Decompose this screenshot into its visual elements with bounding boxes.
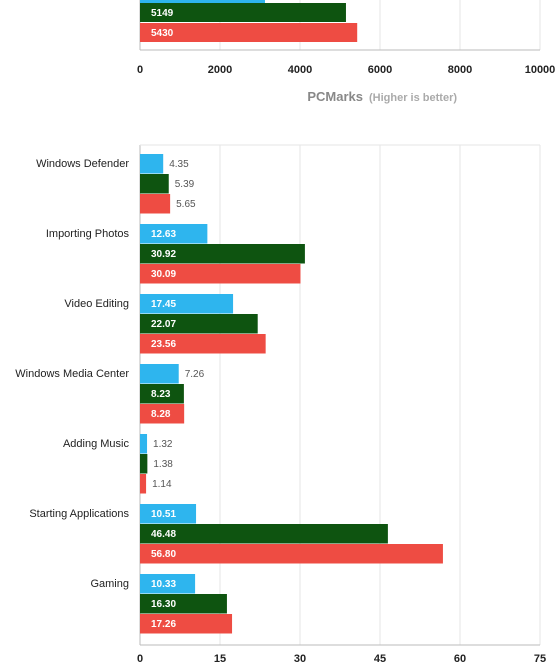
pcmarks-axis-note: (Higher is better) [369,92,457,104]
category-label: Importing Photos [46,228,130,240]
bar-value-label: 12.63 [151,229,176,240]
x-tick-label: 30 [294,653,306,663]
bar [140,334,266,354]
bar-value-label: 8.23 [151,389,171,400]
bar-value-label: 10.33 [151,579,176,590]
x-tick-label: 0 [137,64,143,76]
bar-value-label: 1.14 [152,479,172,490]
x-tick-label: 8000 [448,64,472,76]
bar [140,614,233,634]
bar-value-label: 8.28 [151,409,171,420]
bar-value-label: 5430 [151,28,174,39]
task-times-chart: Windows Defender 4.35 5.39 5.65 Importing Ph… [15,144,546,663]
x-tick-label: 45 [374,653,386,663]
bar [140,504,197,524]
category-label: Adding Music [63,438,130,450]
bar [140,594,227,614]
bar [140,174,169,194]
bar-value-label: 46.48 [151,529,176,540]
bar [140,264,301,284]
x-tick-label: 60 [454,653,466,663]
bar-value-label: 23.56 [151,339,176,350]
bar [140,3,346,22]
x-tick-label: 15 [214,653,226,663]
bar [140,224,208,244]
bar-cropped [140,0,265,3]
bar [140,434,148,454]
x-tick-label: 75 [534,653,546,663]
bar [140,404,185,424]
category-label: Gaming [90,578,129,590]
bar-value-label: 17.26 [151,619,176,630]
bar-value-label: 30.09 [151,269,176,280]
category-label: Video Editing [64,298,129,310]
bar-value-label: 22.07 [151,319,176,330]
bar-value-label: 4.35 [169,159,189,170]
bar-value-label: 5.65 [176,199,196,210]
pcmarks-axis-title: PCMarks [307,89,363,104]
bar [140,474,147,494]
bar [140,544,443,564]
bar-value-label: 5149 [151,8,174,19]
category-label: Windows Media Center [15,368,129,380]
bar-value-label: 7.26 [185,369,205,380]
x-tick-label: 0 [137,653,143,663]
bar-value-label: 1.32 [153,439,173,450]
x-tick-label: 4000 [288,64,312,76]
x-tick-label: 6000 [368,64,392,76]
bar [140,23,358,42]
category-label: Starting Applications [29,508,129,520]
bar [140,384,184,404]
bar [140,524,388,544]
bar-value-label: 16.30 [151,599,176,610]
bar [140,454,148,474]
bar [140,314,258,334]
pcmarks-chart: 5149 5430 0 2000 4000 6000 8000 10000 [137,0,555,76]
category-label: Windows Defender [36,158,129,170]
bar-value-label: 56.80 [151,549,176,560]
bar-value-label: 5.39 [175,179,195,190]
bar [140,194,171,214]
bar [140,154,164,174]
bar-value-label: 10.51 [151,509,176,520]
bar [140,244,305,264]
bar-value-label: 17.45 [151,299,176,310]
bar [140,364,179,384]
bar-value-label: 30.92 [151,249,176,260]
bar-value-label: 1.38 [153,459,173,470]
bar [140,574,196,594]
x-tick-label: 10000 [525,64,556,76]
x-tick-label: 2000 [208,64,232,76]
bar [140,294,234,314]
